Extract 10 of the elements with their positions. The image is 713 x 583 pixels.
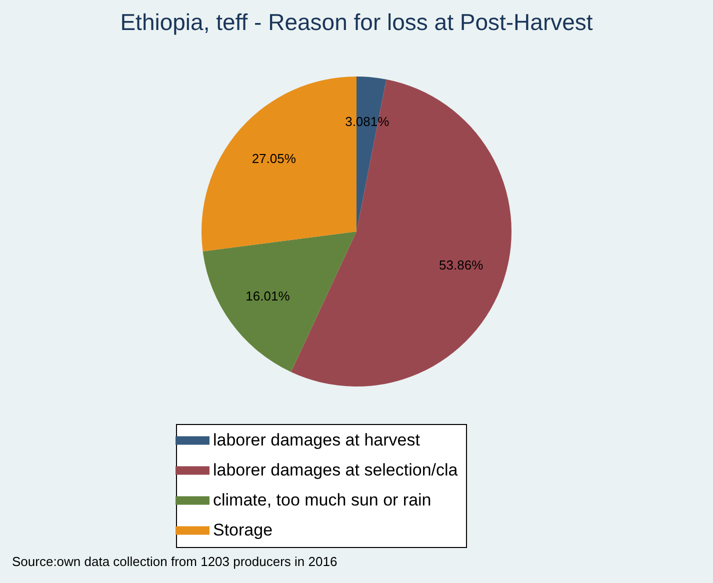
data-label: 27.05%	[252, 150, 296, 166]
source-note: Source:own data collection from 1203 producers in 2016	[12, 554, 338, 569]
legend-label: laborer damages at selection/cla	[213, 460, 458, 480]
legend-label: climate, too much sun or rain	[213, 490, 432, 510]
pie-slice	[202, 232, 356, 372]
chart-title: Ethiopia, teff - Reason for loss at Post-Harvest	[120, 9, 594, 35]
data-label: 53.86%	[439, 258, 484, 273]
legend-label: Storage	[213, 520, 273, 540]
data-label: 16.01%	[246, 288, 290, 304]
legend-label: laborer damages at harvest	[213, 430, 420, 450]
